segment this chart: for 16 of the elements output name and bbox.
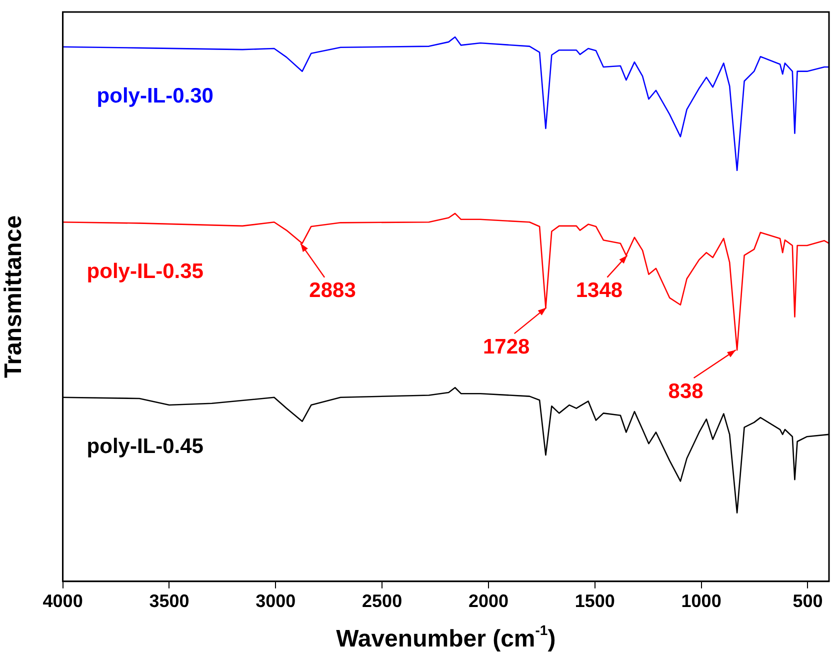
x-tick-label: 2500 [362,591,402,612]
x-tick-label: 1500 [574,591,615,612]
annotation: 838 [668,380,704,403]
x-tick-label: 4000 [42,591,83,612]
annotation: 1348 [576,279,623,302]
x-tick-label: 3000 [256,591,296,612]
annotation: 2883 [309,279,356,302]
x-tick-label: 500 [792,591,823,612]
series-label: poly-IL-0.45 [86,435,204,458]
series-label: poly-IL-0.35 [86,260,204,283]
x-tick-label: 2000 [468,591,508,612]
x-tick-label: 1000 [681,591,722,612]
x-tick-label: 3500 [149,591,190,612]
series-label: poly-IL-0.30 [96,84,214,108]
y-axis-title: Transmittance [0,215,28,378]
annotation: 1728 [483,335,530,358]
